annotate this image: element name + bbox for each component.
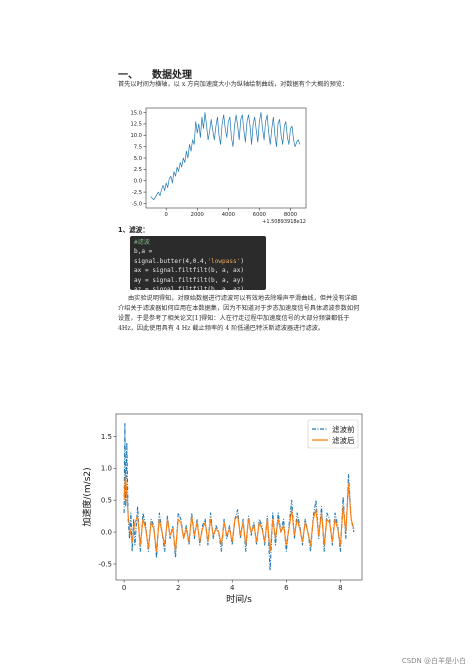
x-tick-label: 2 — [176, 584, 180, 592]
legend-label-2: 滤波后 — [332, 435, 355, 445]
code-comment: #滤波 — [134, 239, 150, 246]
code-line-1-prefix: b,a = signal.butter(4,0.4, — [134, 248, 208, 265]
y-tick-label: -2.5 — [132, 190, 142, 196]
y-tick-label: -0.5 — [98, 560, 112, 568]
y-tick-label: 12.5 — [130, 122, 142, 128]
code-string: 'lowpass' — [207, 257, 241, 265]
filter-explanation-paragraph: 由实验说明得知，对原始数据进行滤波可以有效地去除噪声平滑曲线，但并没有详细介绍关… — [118, 295, 360, 332]
series-line-1 — [150, 112, 301, 201]
y-tick-label: 10.0 — [130, 133, 142, 139]
legend-box — [307, 419, 359, 449]
code-line-3: ay = signal.filtfilt(b, a, ay) — [134, 276, 245, 284]
code-line-2: ax = signal.filtfilt(b, a, ax) — [134, 267, 245, 275]
x-tick-label: 8 — [338, 584, 342, 592]
y-tick-label: -5.0 — [132, 201, 142, 207]
y-tick-label: 0.5 — [101, 497, 112, 505]
x-tick-label: 4000 — [222, 212, 235, 218]
y-tick-label: 5.0 — [134, 156, 142, 162]
x-tick-label: 0 — [165, 212, 168, 218]
y-tick-label: 1.0 — [101, 465, 112, 473]
footer-watermark: CSDN @白羊是小白 — [401, 657, 466, 665]
x-tick-label: 4 — [230, 584, 235, 592]
y-tick-label: 0.0 — [101, 529, 112, 537]
filter-comparison-chart: 0 2 4 6 8 -0.5 0.0 0.5 1.0 1.5 时间/s 加速度/(m/s2) 滤波前滤波… — [81, 413, 363, 605]
x-tick-label: 6 — [284, 584, 289, 592]
y-axis-label: 加速度/(m/s2) — [81, 467, 93, 526]
series-line-1 — [123, 423, 355, 571]
plot-frame — [115, 413, 363, 581]
y-tick-label: 1.5 — [101, 433, 112, 441]
series-line-2 — [123, 474, 355, 552]
code-block: #滤波 b,a = signal.butter(4,0.4,'lowpass')… — [130, 236, 266, 293]
x-tick-label: 2000 — [191, 212, 204, 218]
x-offset-label: +1.50893918e12 — [262, 219, 306, 225]
y-tick-label: 7.5 — [134, 144, 142, 150]
filter-subheading: 1、滤波： — [118, 226, 149, 234]
preview-chart: 0 2000 4000 6000 8000 -5.0 -2.5 0.0 2.5 5.0 7.5 10.… — [130, 107, 307, 225]
section-heading: 一、 数据处理 — [118, 66, 192, 81]
code-line-1-suffix: ) — [240, 257, 245, 265]
code-line-1: b,a = signal.butter(4,0.4,'lowpass') — [134, 247, 262, 266]
code-line-4: az = signal.filtfilt(b, a, az) — [134, 286, 245, 294]
intro-paragraph: 首先以时间为横轴，以 x 方向加速度大小为纵轴绘制曲线，对数据有个大概的预览： — [118, 81, 349, 88]
section-title: 数据处理 — [152, 70, 192, 81]
x-tick-label: 0 — [122, 584, 126, 592]
section-number: 一、 — [118, 70, 138, 81]
legend-label-1: 滤波前 — [332, 424, 355, 434]
x-tick-label: 8000 — [284, 212, 297, 218]
plot-frame — [145, 107, 307, 209]
x-axis-label: 时间/s — [226, 593, 252, 605]
y-tick-label: 15.0 — [130, 110, 142, 116]
y-tick-label: 2.5 — [134, 167, 142, 173]
y-tick-label: 0.0 — [134, 179, 142, 185]
x-tick-label: 6000 — [253, 212, 266, 218]
